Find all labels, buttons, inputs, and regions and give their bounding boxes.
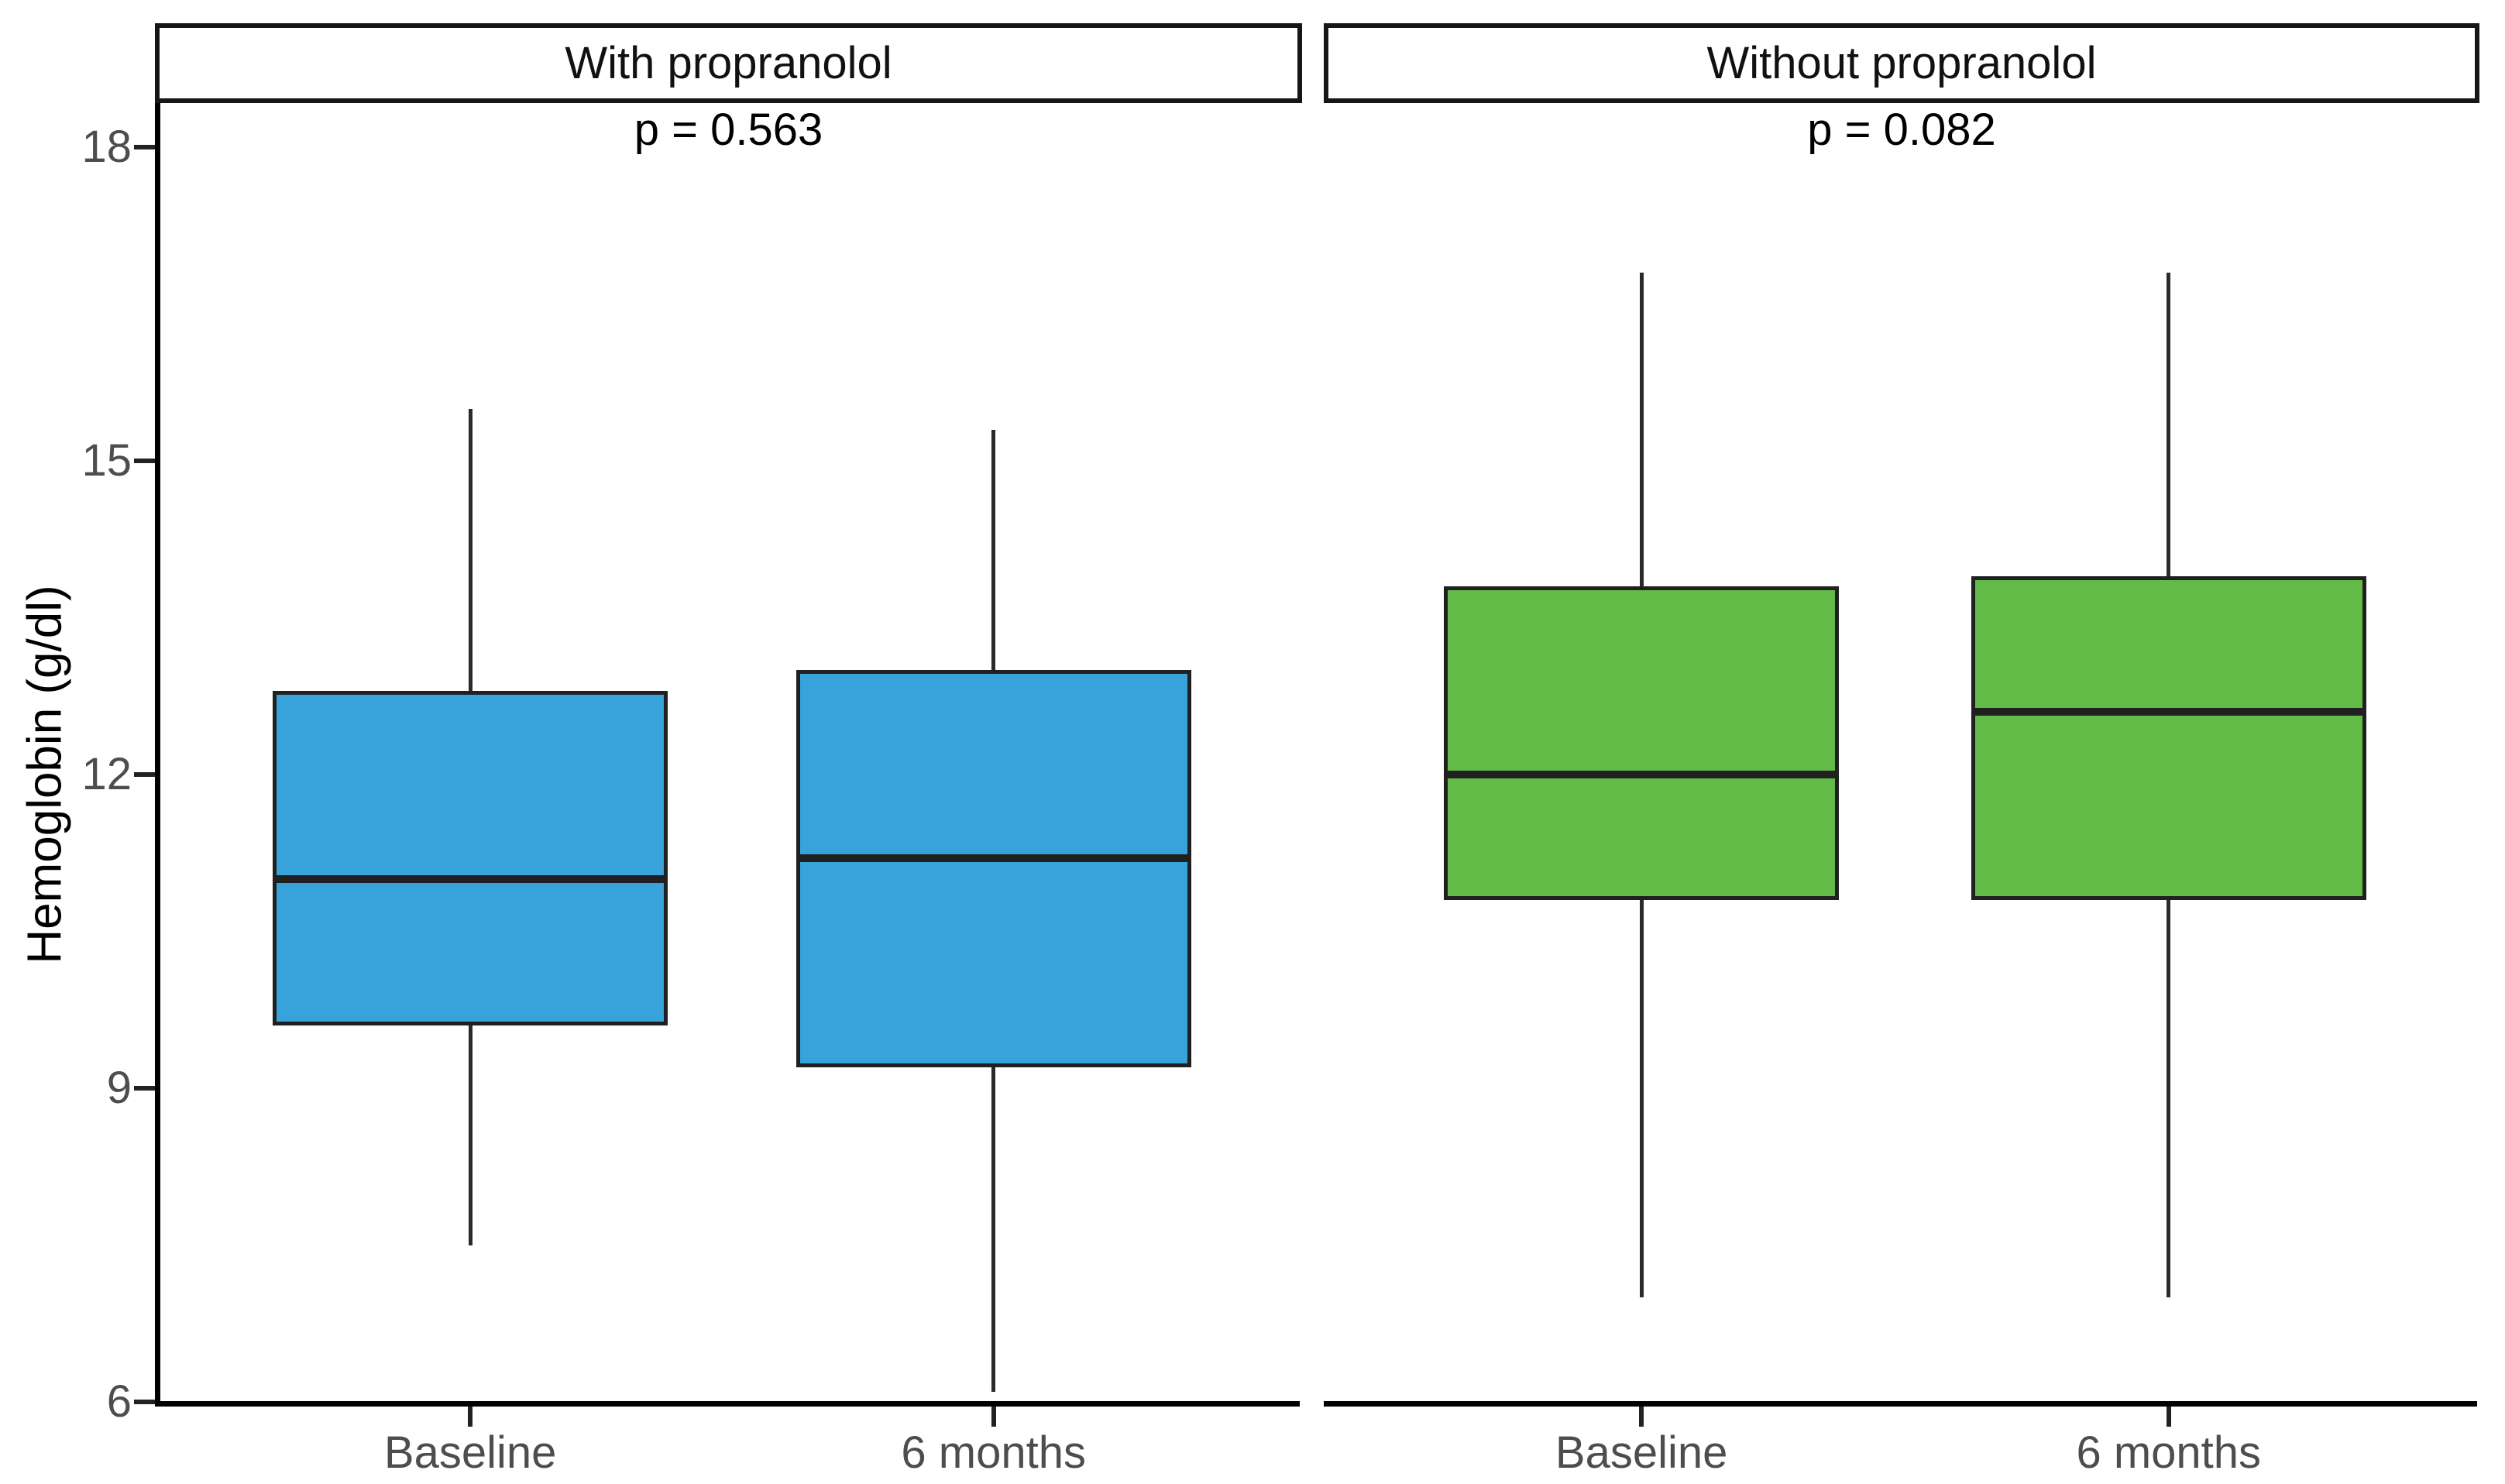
x-axis-line <box>155 1401 1300 1407</box>
median-line <box>273 875 668 883</box>
y-tick-mark <box>134 772 155 777</box>
x-tick-mark <box>2166 1407 2171 1427</box>
y-tick-mark <box>134 1400 155 1404</box>
iqr-box <box>1444 586 1840 900</box>
x-axis-line <box>1324 1401 2477 1407</box>
facet-strip-label: With propranolol <box>565 38 892 88</box>
p-value-label: p = 0.082 <box>1807 105 1996 155</box>
upper-whisker <box>991 429 996 670</box>
p-value-label: p = 0.563 <box>634 105 823 155</box>
lower-whisker <box>468 1025 472 1245</box>
x-tick-mark <box>468 1407 473 1427</box>
median-line <box>1444 771 1840 778</box>
facet-strip-label: Without propranolol <box>1706 38 2097 88</box>
median-line <box>795 854 1191 862</box>
iqr-box <box>273 691 668 1025</box>
y-tick-label: 12 <box>81 749 132 799</box>
facet-strip: With propranolol <box>155 23 1302 103</box>
y-tick-label: 6 <box>106 1376 132 1427</box>
x-tick-label: Baseline <box>1555 1427 1728 1478</box>
iqr-box <box>1971 575 2366 900</box>
x-tick-mark <box>991 1407 996 1427</box>
upper-whisker <box>2167 273 2171 576</box>
lower-whisker <box>2167 900 2171 1297</box>
y-tick-label: 9 <box>106 1063 132 1113</box>
iqr-box <box>795 670 1191 1067</box>
x-tick-label: 6 months <box>901 1427 1086 1478</box>
median-line <box>1971 708 2366 716</box>
y-tick-mark <box>134 459 155 463</box>
y-tick-label: 15 <box>81 435 132 486</box>
x-tick-mark <box>1639 1407 1644 1427</box>
y-tick-mark <box>134 1086 155 1091</box>
upper-whisker <box>468 408 472 691</box>
x-tick-label: 6 months <box>2076 1427 2262 1478</box>
y-axis-line <box>155 98 160 1407</box>
facet-strip: Without propranolol <box>1324 23 2479 103</box>
upper-whisker <box>1639 273 1644 586</box>
x-tick-label: Baseline <box>383 1427 557 1478</box>
lower-whisker <box>1639 900 1644 1297</box>
lower-whisker <box>991 1067 996 1392</box>
y-tick-label: 18 <box>81 122 132 172</box>
y-tick-mark <box>134 145 155 149</box>
